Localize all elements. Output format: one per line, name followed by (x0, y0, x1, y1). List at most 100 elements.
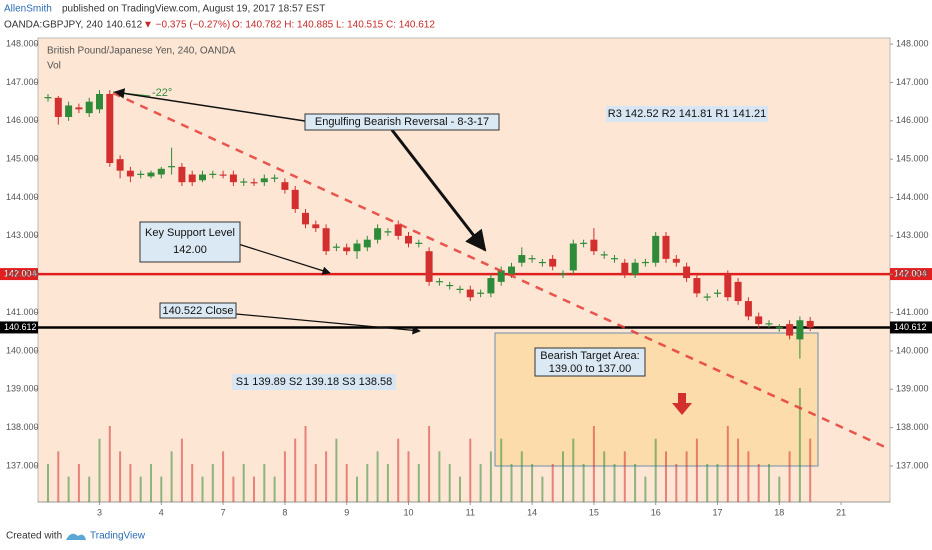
annotation: Bearish Target Area: (540, 350, 639, 362)
candle-body (363, 239, 371, 248)
x-tick-label: 14 (527, 507, 537, 517)
candle-body (672, 258, 680, 263)
candle-body (580, 242, 588, 244)
x-tick-label: 10 (403, 507, 413, 517)
annotation: 139.00 to 137.00 (549, 363, 632, 375)
annotation: Key Support Level (145, 227, 235, 239)
levels-layer: 142.004 142.004 140.612 140.612 (0, 268, 932, 334)
volume-bar (428, 426, 431, 502)
volume-bar (345, 464, 348, 502)
candle-body (590, 239, 598, 252)
candle-body (188, 174, 196, 183)
volume-bar (788, 451, 791, 502)
candle-body (425, 251, 433, 282)
candle-body (260, 178, 268, 183)
candle-body (600, 254, 608, 256)
volume-bar (356, 476, 358, 502)
candle-body (477, 292, 485, 294)
annotation: S1 139.89 S2 139.18 S3 138.58 (236, 376, 393, 388)
volume-bar (706, 464, 709, 502)
volume-bar (726, 426, 729, 502)
volume-bar (98, 438, 101, 502)
y-tick-label: 140.000 (896, 345, 929, 355)
x-tick-label: 21 (836, 507, 846, 517)
annotation-box (232, 374, 396, 390)
candle-body (75, 107, 83, 110)
candle-body (652, 235, 660, 263)
candle-body (755, 316, 763, 325)
volume-bar (562, 451, 564, 502)
y-tick-label: 144.000 (6, 192, 39, 202)
volume-bar (150, 464, 152, 502)
volume-bar (572, 438, 575, 502)
published: published on TradingView.com, August 19,… (62, 4, 325, 15)
price-level-label: 140.612 (894, 322, 927, 332)
volume-bar (685, 451, 688, 502)
candle-body (219, 174, 227, 176)
ohlc: O: 140.782 H: 140.885 L: 140.515 C: 140.… (232, 20, 435, 31)
candle-body (302, 212, 309, 225)
y-tick-label: 144.000 (896, 192, 929, 202)
candle-body (806, 320, 814, 328)
annotation: R3 142.52 R2 141.81 R1 141.21 (608, 108, 766, 120)
candles-layer (44, 90, 814, 359)
annotation-box (534, 347, 646, 377)
candle-body (137, 173, 145, 175)
candle-body (415, 242, 423, 244)
volume-bar (191, 464, 194, 502)
volume-bar (294, 438, 297, 502)
candle-body (291, 189, 299, 210)
arrow (234, 242, 331, 275)
candle-body (250, 182, 258, 184)
volume-bar (386, 464, 389, 502)
y-tick-label: 137.000 (6, 460, 39, 470)
trend-line (112, 91, 886, 449)
y-tick-label: 139.000 (896, 384, 929, 394)
y-tick-label: 148.000 (6, 39, 39, 49)
candle-body (435, 281, 443, 283)
footer-created: Created with (6, 531, 62, 542)
candle-body (126, 170, 134, 177)
volume-bar (448, 464, 451, 502)
y-tick-label: 137.000 (896, 460, 929, 470)
candle-body (693, 278, 701, 294)
candle-body (538, 261, 546, 264)
candle-body (683, 266, 691, 279)
volume-bar (242, 464, 245, 502)
symbol: OANDA:GBPJPY, 240 (4, 20, 103, 31)
volume-layer (47, 388, 812, 502)
candle-body (508, 266, 515, 275)
candle-body (405, 235, 412, 244)
x-tick-label: 4 (159, 507, 164, 517)
candle-body (518, 255, 526, 263)
price-level-label: 142.004 (4, 268, 37, 278)
candle-body (611, 258, 618, 260)
volume-bar (675, 464, 678, 502)
candle-body (106, 93, 114, 164)
volume-bar (108, 426, 111, 502)
volume-bar (592, 426, 595, 502)
candle-body (199, 174, 206, 181)
x-tick-label: 11 (466, 507, 475, 517)
candle-body (786, 324, 794, 336)
candle-body (631, 262, 639, 275)
volume-bar (613, 464, 616, 502)
y-tick-label: 141.000 (896, 307, 929, 317)
y-tick-label: 143.000 (896, 230, 929, 240)
volume-bar (407, 451, 410, 502)
candle-body (446, 284, 454, 287)
arrow (113, 88, 306, 122)
candle-body (85, 101, 93, 114)
candle-body (765, 323, 773, 325)
author: AllenSmith (4, 4, 52, 15)
volume-bar (201, 476, 204, 502)
volume-bar (77, 464, 80, 502)
candle-body (312, 224, 320, 229)
volume-bar (459, 476, 461, 502)
candle-body (662, 235, 670, 259)
volume-bar (119, 451, 122, 502)
last-price: 140.612 (106, 20, 143, 31)
candle-body (734, 281, 742, 302)
volume-bar (397, 438, 400, 502)
candle-body (796, 320, 804, 340)
